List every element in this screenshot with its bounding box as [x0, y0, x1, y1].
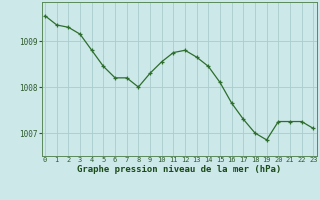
X-axis label: Graphe pression niveau de la mer (hPa): Graphe pression niveau de la mer (hPa) — [77, 165, 281, 174]
